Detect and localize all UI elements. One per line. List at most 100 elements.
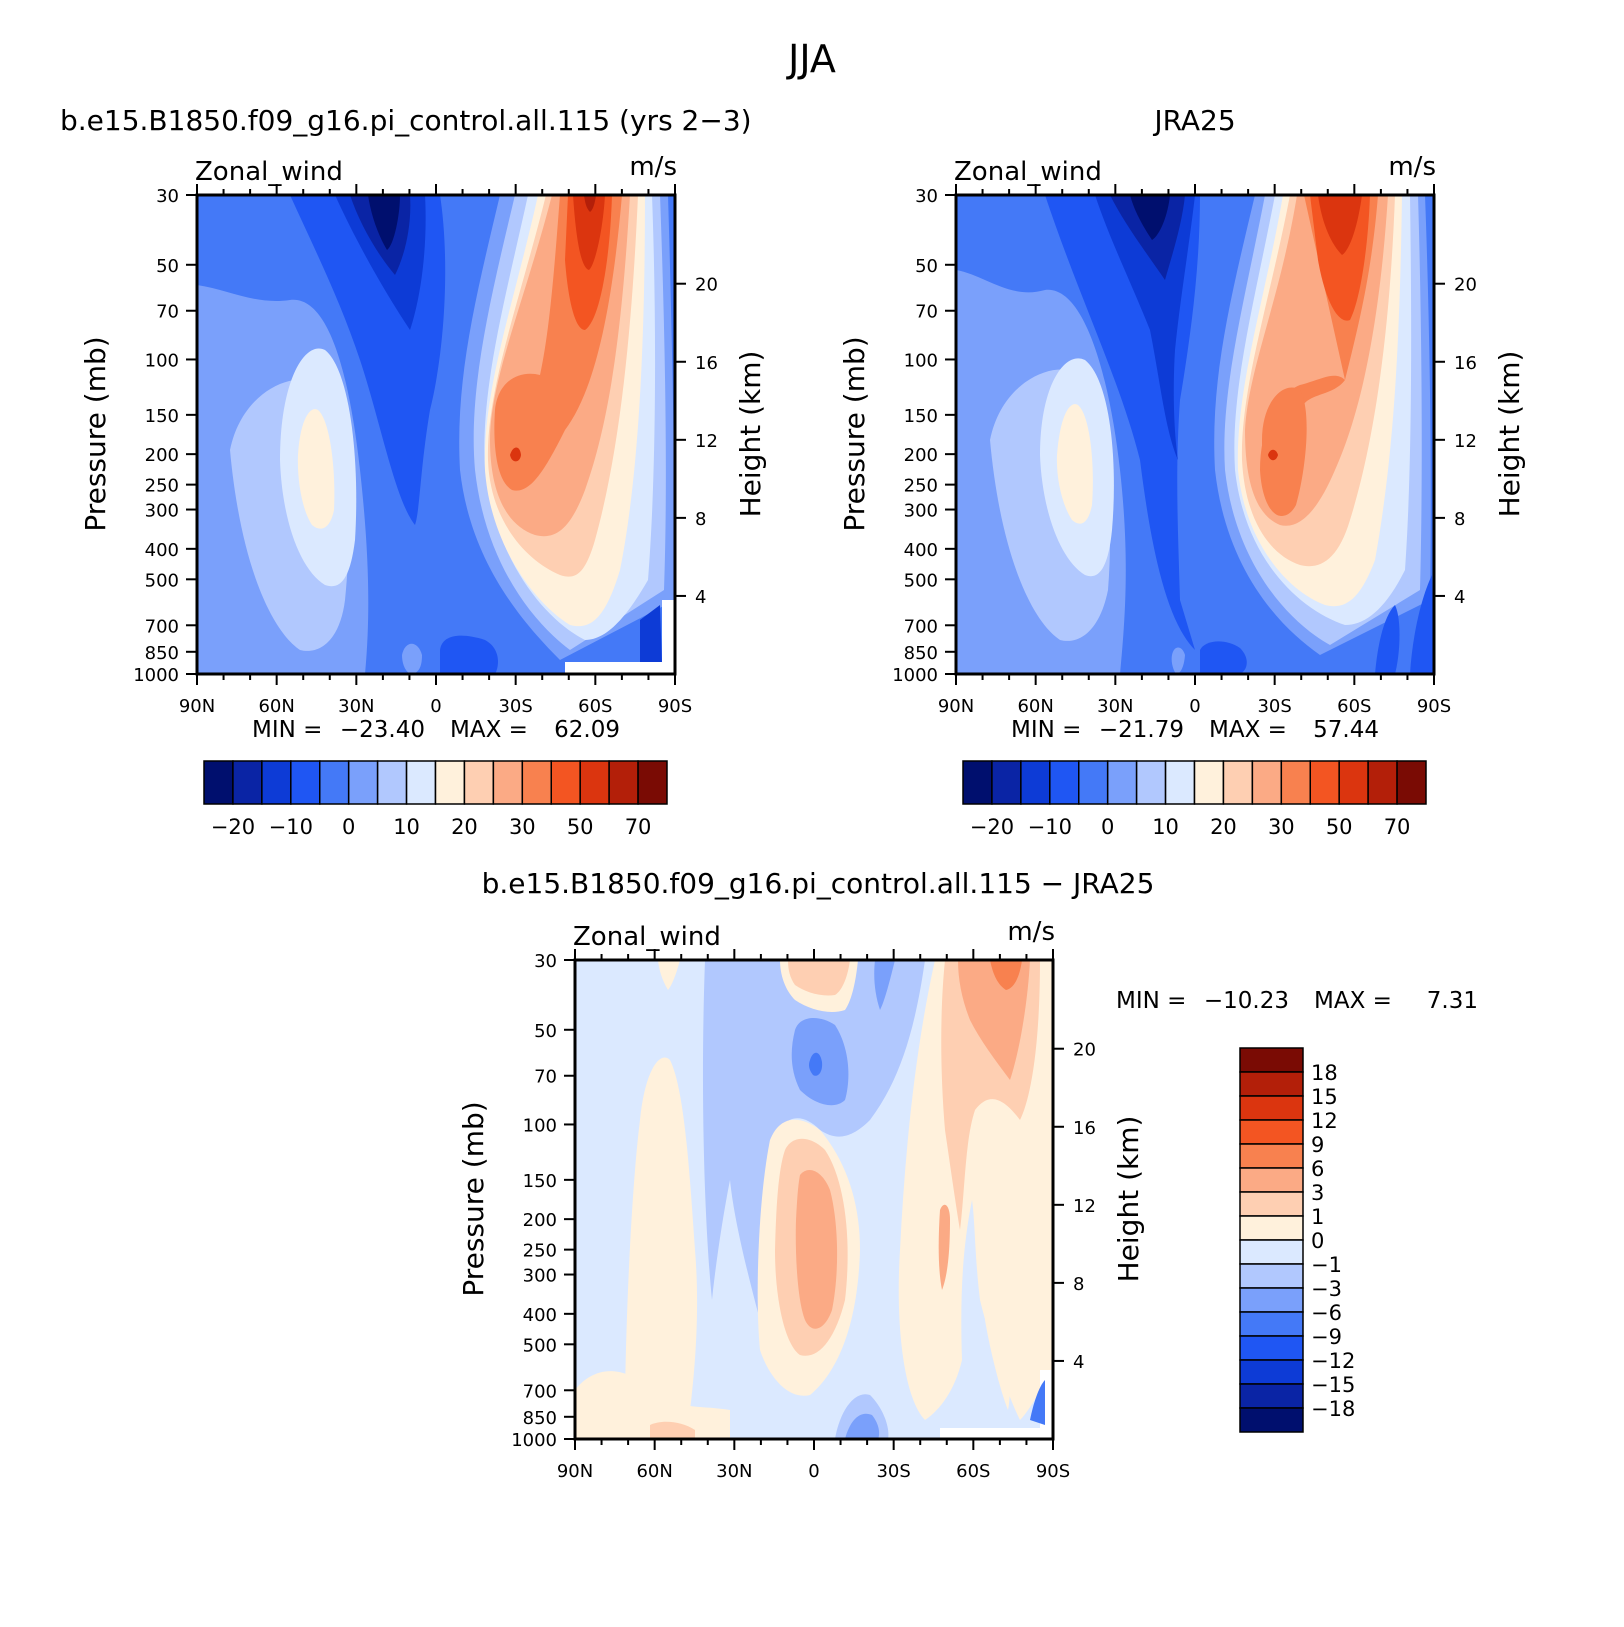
panel-difference-max-value: 7.31 [1427,988,1478,1014]
field-contour-positive-surface-patch [650,1421,695,1439]
panel-model-colorbar: −20 −10 0 10 20 30 50 70 [203,760,668,839]
colorbar-swatch [347,760,379,805]
field-contour-tropical-weak-patch [1171,647,1185,674]
y-tick-label: 400 [523,1305,557,1326]
y-tick-label: 250 [145,476,179,497]
panel-reanalysis-min-label: MIN = [1011,717,1081,743]
field-contour-nh-jet-core [297,409,335,529]
panel-difference-field [575,960,1053,1439]
panel-model-title: b.e15.B1850.f09_g16.pi_control.all.115 (… [60,104,752,137]
colorbar-swatch [1239,1119,1304,1145]
panel-reanalysis-title: JRA25 [1152,104,1235,137]
field-contour-sh-jet-60 [1318,195,1362,255]
panel-model-units-label: m/s [629,152,677,182]
field-contour-sh-jet-tropo-40 [1262,387,1307,516]
x-tick-label: 60S [578,696,612,717]
y-tick-label: 100 [904,350,938,371]
y-tick-label: 50 [156,256,179,277]
y-tick-label: 100 [523,1115,557,1136]
y-tick-label: 1000 [133,665,179,686]
y-tick-label: 1000 [892,665,938,686]
field-contour-sh-jet-tropo-core [1268,449,1278,461]
x-tick-label: 30S [876,1461,910,1482]
panel-difference-variable-label: Zonal_wind [573,922,721,952]
colorbar-label: 70 [625,815,652,839]
colorbar-label: 10 [1152,815,1179,839]
y-tick-label: 850 [523,1408,557,1429]
colorbar-label: −20 [211,815,255,839]
field-contour-negative-core [809,1052,823,1076]
field-masked-antarctica-edge [662,600,675,674]
x-tick-label: 30S [1257,696,1291,717]
colorbar-label: 50 [1326,815,1353,839]
y-tick-label: 300 [523,1266,557,1287]
panel-model-min-label: MIN = [252,717,322,743]
y-tick-label: 850 [904,643,938,664]
x-tick-label: 0 [430,696,441,717]
panel-reanalysis-colorbar: −20 −10 0 10 20 30 50 70 [962,760,1427,839]
y-right-tick-label: 20 [1454,275,1477,296]
colorbar-label: −12 [1311,1349,1355,1373]
field-contour-sh-positive-upper [958,960,1030,1080]
field-contour-antarctic-negative [1030,1380,1045,1425]
field-contour-sh-jet-60 [573,195,605,270]
field-contour-sh-positive-streak [938,1204,950,1290]
y-tick-label: 100 [145,350,179,371]
field-contour-negative-streak [874,960,895,1010]
field-contour-sh-jet-tropo-core [510,447,521,462]
panel-model-ylabel-right: Height (km) [734,351,767,518]
y-tick-label: 50 [534,1021,557,1042]
y-right-tick-label: 16 [1073,1118,1096,1139]
colorbar-swatch [1239,1191,1304,1217]
y-tick-label: 500 [145,570,179,591]
field-contour-tropical-positive-inner [795,1170,838,1329]
field-contour-nh-jet-core [1056,404,1093,524]
colorbar-swatch [1239,1383,1304,1409]
field-contour-sh-surface-a [1375,605,1400,674]
colorbar-swatch [1239,1311,1304,1337]
x-tick-label: 60N [636,1461,672,1482]
colorbar-label: 70 [1384,815,1411,839]
panel-model-variable-label: Zonal_wind [195,157,343,187]
colorbar-swatch [1239,1239,1304,1265]
colorbar-label: 20 [451,815,478,839]
colorbar-swatch [1280,760,1311,805]
colorbar-swatch [521,760,552,805]
y-tick-label: 250 [523,1241,557,1262]
y-right-tick-label: 8 [1454,509,1465,530]
field-contour-tropical-weak-patch [402,643,422,674]
panel-model-stats: MIN = −23.40 MAX = 62.09 [252,717,620,743]
colorbar-label: 0 [342,815,355,839]
panel-difference-max-label: MAX = [1314,988,1392,1014]
colorbar-label: −10 [1028,815,1072,839]
y-tick-label: 30 [915,186,938,207]
field-contour-weak-positive-surface [575,1371,730,1439]
y-tick-label: 850 [145,643,179,664]
x-tick-label: 60N [258,696,294,717]
colorbar-label: 18 [1311,1061,1338,1085]
colorbar-label: 6 [1311,1157,1324,1181]
colorbar-swatch [1239,1047,1304,1073]
x-tick-label: 30S [498,696,532,717]
colorbar-label: 1 [1311,1205,1324,1229]
y-tick-label: 70 [534,1067,557,1088]
colorbar-swatch [492,760,524,805]
panel-reanalysis-max-label: MAX = [1209,717,1287,743]
colorbar-label: −18 [1311,1397,1355,1421]
colorbar-swatch [376,760,408,805]
panel-difference-ylabel-right: Height (km) [1112,1116,1145,1283]
y-tick-label: 200 [904,445,938,466]
colorbar-label: 3 [1311,1181,1324,1205]
colorbar-swatch [1251,760,1283,805]
panel-model-max-value: 62.09 [554,717,620,743]
colorbar-swatch [1135,760,1167,805]
colorbar-swatch [1020,760,1051,805]
panel-reanalysis-min-value: −21.79 [1099,717,1184,743]
colorbar-label: 12 [1311,1109,1338,1133]
y-tick-label: 250 [904,476,938,497]
panel-difference-stats: MIN = −10.23 MAX = 7.31 [1116,988,1478,1014]
colorbar-swatch [1049,760,1080,805]
field-masked-antarctica [940,1428,1040,1439]
